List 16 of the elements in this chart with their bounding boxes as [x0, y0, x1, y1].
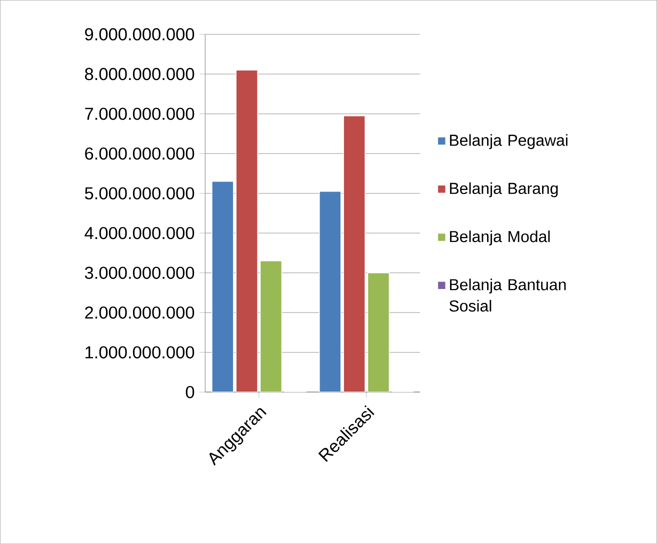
legend-label: Belanja Pegawai [450, 134, 568, 150]
y-tick-label: 7.000.000.000 [85, 108, 194, 120]
bar [260, 260, 282, 392]
y-tick-label: 8.000.000.000 [84, 68, 194, 80]
y-tick-label: 4.000.000.000 [84, 227, 194, 240]
y-tick-label: 5.000.000.000 [84, 187, 194, 200]
y-tick-label: 3.000.000.000 [84, 266, 194, 279]
y-tick-label: 1.000.000.000 [86, 346, 194, 359]
y-tick-label: 2.000.000.000 [85, 306, 194, 319]
legend-label: Belanja Bantuan Sosial [449, 278, 566, 312]
bar [367, 272, 390, 392]
y-tick-label: 6.000.000.000 [85, 148, 194, 160]
y-tick-label: 0 [186, 386, 194, 398]
y-tick-label: 9.000.000.000 [85, 28, 194, 40]
legend-label: Belanja Modal [450, 230, 550, 246]
legend-label: Belanja Barang [450, 182, 558, 198]
